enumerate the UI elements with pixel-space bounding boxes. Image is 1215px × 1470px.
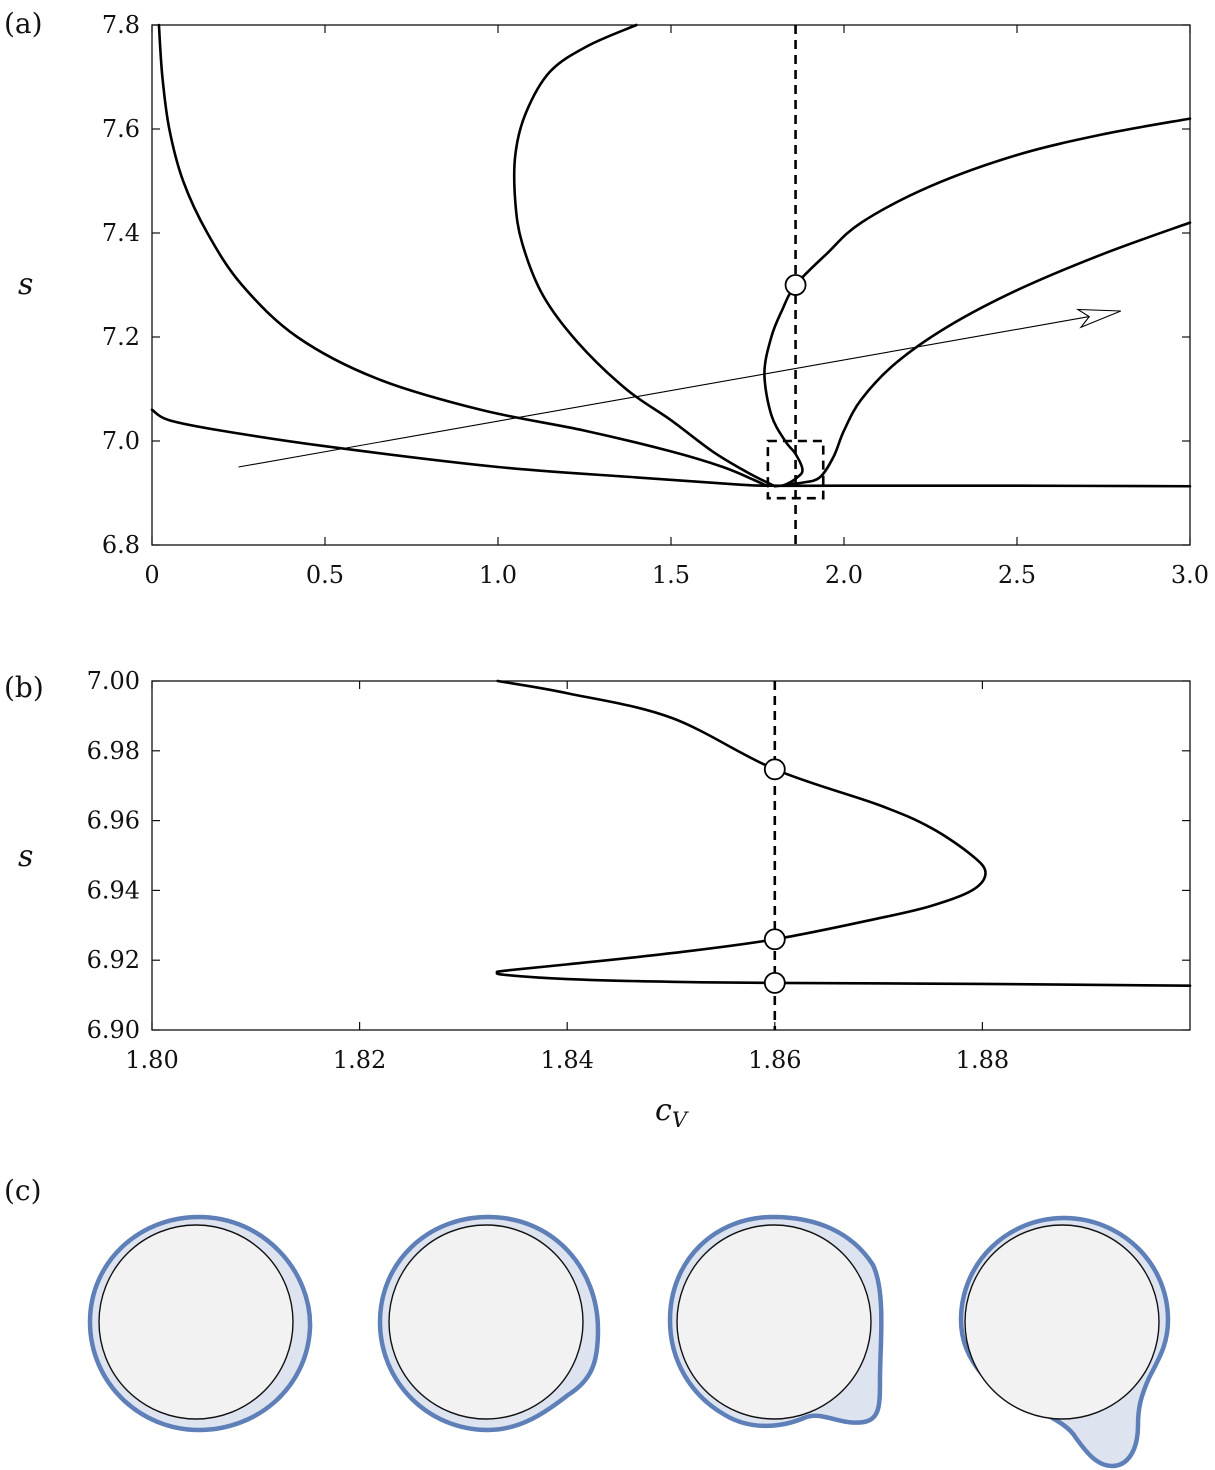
series-line-5 <box>150 408 1192 488</box>
x-tick-label: 1.82 <box>333 1046 386 1074</box>
series-line-1 <box>495 679 1192 987</box>
annotations-b <box>763 681 786 1030</box>
y-tick-label: 6.92 <box>87 946 140 974</box>
series-line-2 <box>512 23 777 488</box>
x-tick-label: 3.0 <box>1171 561 1209 589</box>
curves-a <box>150 23 1192 488</box>
series-line-4 <box>787 221 1192 485</box>
y-tick-label: 7.8 <box>102 11 140 39</box>
y-tick-label: 7.6 <box>102 115 140 143</box>
solution-marker <box>763 758 786 781</box>
curves-b <box>495 679 1192 987</box>
x-tick-label: 1.5 <box>652 561 690 589</box>
cylinder-1 <box>98 1224 294 1420</box>
x-tick-label: 2.5 <box>998 561 1036 589</box>
x-tick-label: 0.5 <box>306 561 344 589</box>
plot-frame-a <box>151 24 1191 546</box>
panel-label-c: (c) <box>4 1174 42 1207</box>
x-tick-label: 1.86 <box>748 1046 801 1074</box>
y-axis-label-b: s <box>18 839 33 874</box>
x-tick-label: 1.84 <box>540 1046 593 1074</box>
plot-frame-b <box>151 680 1191 1031</box>
y-axis-label-a: s <box>18 267 33 302</box>
series-line-3 <box>763 117 1192 488</box>
arrow-shaft <box>238 316 1090 468</box>
series-line-1 <box>157 23 770 488</box>
cylinder-2 <box>388 1224 584 1420</box>
axis-ticks-a: 0 0.5 1.0 1.5 2.0 2.5 3.0 6.8 7.0 7.2 7.4 7.6 7.8 <box>102 11 1209 589</box>
y-tick-label: 6.98 <box>87 737 140 765</box>
y-tick-label: 7.00 <box>87 667 140 695</box>
drop-shape-2 <box>377 1214 601 1433</box>
panel-label-a: (a) <box>4 7 43 40</box>
x-tick-label: 1.0 <box>479 561 517 589</box>
y-tick-label: 6.96 <box>87 807 140 835</box>
y-tick-label: 7.2 <box>102 323 140 351</box>
y-tick-label: 6.94 <box>87 876 140 904</box>
y-tick-label: 7.0 <box>102 427 140 455</box>
y-tick-label: 6.8 <box>102 531 140 559</box>
y-tick-label: 7.4 <box>102 219 140 247</box>
panel-label-b: (b) <box>4 671 44 704</box>
arrow-head <box>1075 308 1122 329</box>
solution-marker <box>763 928 786 951</box>
chart-panel-a: 0 0.5 1.0 1.5 2.0 2.5 3.0 6.8 7.0 7.2 7.4 7.6 7.8 s <box>18 11 1209 589</box>
x-tick-label: 1.88 <box>956 1046 1009 1074</box>
cylinder-4 <box>964 1224 1160 1420</box>
annotations-a <box>238 25 1122 545</box>
x-axis-label-b: cV <box>655 1093 689 1132</box>
drop-shapes-panel <box>87 1214 1171 1469</box>
x-tick-label: 0 <box>144 561 159 589</box>
drop-shape-3 <box>667 1214 884 1429</box>
x-tick-label: 2.0 <box>825 561 863 589</box>
x-tick-label: 1.80 <box>125 1046 178 1074</box>
y-tick-label: 6.90 <box>87 1016 140 1044</box>
chart-panel-b: 1.80 1.82 1.84 1.86 1.88 6.90 6.92 6.94 6.96 6.98… <box>18 667 1192 1132</box>
cylinder-3 <box>676 1224 872 1420</box>
solution-marker <box>763 971 786 994</box>
drop-shape-1 <box>87 1214 313 1433</box>
solution-marker <box>784 274 807 296</box>
drop-shape-4 <box>958 1215 1171 1469</box>
axis-ticks-b: 1.80 1.82 1.84 1.86 1.88 6.90 6.92 6.94 6.96 6.98… <box>87 667 1190 1074</box>
